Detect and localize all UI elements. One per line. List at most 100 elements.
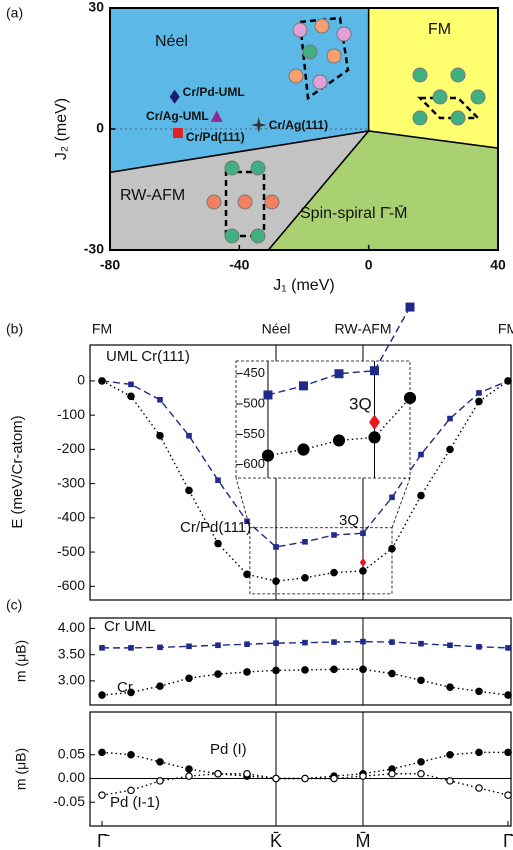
marker [446,750,454,759]
marker [98,691,106,699]
zoom-connector [235,477,251,528]
marker [359,665,367,674]
marker [215,642,221,649]
y-tick-label: -500 [57,543,85,559]
marker [98,377,106,385]
zoom-box [249,527,393,595]
y-tick-label: -30 [84,241,104,257]
atom [412,67,428,83]
marker [273,640,279,646]
marker [214,769,222,778]
marker [301,666,309,674]
marker [475,397,483,406]
marker [185,765,193,773]
region-label: Néel [155,33,188,50]
marker [127,688,135,697]
category-label: FM [498,321,513,337]
y-tick-label: 0.05 [58,745,85,761]
region-label: FM [428,21,451,38]
y-tick-label: 0 [96,120,104,136]
marker [505,645,511,651]
series-label: UML Cr(111) [106,348,190,365]
marker [169,89,180,104]
marker [156,777,164,785]
marker [330,774,338,783]
marker [369,366,379,376]
marker [446,683,454,691]
atom [292,22,308,38]
marker [186,643,192,650]
marker [368,414,380,430]
y-tick-label: 0 [77,372,85,388]
y-tick-label: -500 [239,395,265,410]
marker [214,670,222,678]
unit-cell [298,16,350,101]
marker [301,573,309,582]
y-tick-label: 3.50 [58,645,85,661]
marker [272,774,280,783]
marker [388,669,396,678]
marker [331,639,337,645]
y-tick-label: 30 [88,0,104,15]
marker [330,665,338,674]
marker [244,641,250,648]
category-label: RW-AFM [334,321,391,337]
marker [359,772,367,780]
series-label: Cr/Pd(111) [180,519,251,536]
x-tick-label: -40 [229,257,249,273]
series-label: 3Q [349,394,372,413]
atom [432,89,448,105]
marker [389,494,395,501]
y-tick-label: -400 [57,509,85,525]
marker [418,451,424,458]
panel-label: (a) [6,5,23,21]
atom [450,110,466,126]
atom [206,194,222,210]
marker [417,758,425,766]
marker [332,434,346,447]
y-axis-label: m (μB) [13,748,29,790]
marker [446,445,454,454]
atom [264,194,280,210]
marker [403,391,417,405]
marker [98,748,106,757]
atom [224,160,240,176]
marker [210,110,223,122]
marker [368,431,381,444]
marker [243,570,251,579]
plot-frame [89,344,512,601]
marker [476,390,482,396]
marker [272,666,280,675]
marker [476,644,482,650]
x-tick-label: 0 [365,257,373,273]
marker [156,682,164,690]
marker [447,415,453,422]
y-tick-label: -200 [57,440,85,456]
marker [446,777,454,785]
atom [302,44,318,60]
marker [157,644,163,651]
lattice-cartoons [206,16,486,244]
panel-label: (b) [6,321,23,337]
marker [273,544,279,550]
unit-cell [224,170,266,238]
marker [243,769,251,778]
marker [261,449,275,462]
category-label: K̄ [270,831,282,850]
marker [475,748,483,757]
y-tick-label: 0.00 [58,769,85,785]
y-tick-label: -600 [239,456,265,471]
atom [237,194,253,210]
y-axis-label: m (μB) [13,640,29,682]
marker [417,769,425,778]
marker [475,784,483,792]
atom [470,89,486,105]
y-tick-label: -0.05 [53,793,85,809]
y-tick-label: 4.00 [58,619,85,635]
marker [504,748,512,757]
marker [244,518,250,525]
marker [98,791,106,799]
marker [186,432,192,439]
marker [128,381,134,388]
marker [157,396,163,403]
